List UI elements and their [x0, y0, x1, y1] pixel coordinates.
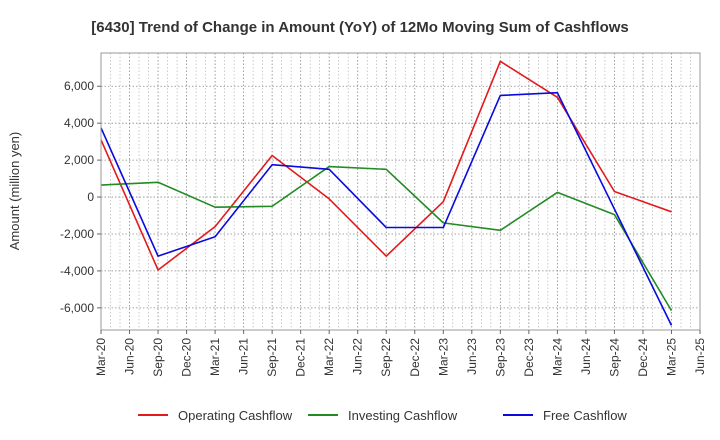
x-tick-label: Jun-21: [237, 338, 251, 375]
y-axis-ticks: -6,000 -4,000 -2,000 0 2,000 4,000 6,000: [60, 79, 101, 315]
y-tick-label: 2,000: [64, 153, 94, 167]
series-line-free-cashflow: [100, 91, 673, 326]
series-line-investing-cashflow: [100, 165, 673, 312]
x-axis-ticks: Mar-20 Jun-20 Sep-20 Dec-20 Mar-21 Jun-21 Sep-…: [94, 330, 707, 377]
x-tick-label: Dec-23: [522, 338, 536, 377]
y-tick-label: 0: [87, 190, 94, 204]
x-tick-label: Jun-23: [465, 338, 479, 375]
plot-area: [101, 53, 700, 330]
x-tick-label: Jun-20: [123, 338, 137, 375]
x-tick-label: Dec-22: [408, 338, 422, 377]
chart-title: [6430] Trend of Change in Amount (YoY) o…: [91, 19, 629, 36]
legend-label-operating-cashflow: Operating Cashflow: [178, 408, 293, 423]
x-tick-label: Dec-21: [294, 338, 308, 377]
x-tick-label: Dec-20: [180, 338, 194, 377]
y-tick-label: 4,000: [64, 116, 94, 130]
x-tick-label: Mar-20: [94, 338, 108, 376]
x-tick-label: Sep-21: [265, 338, 279, 377]
series-layer: [100, 60, 673, 326]
y-tick-label: -2,000: [60, 227, 94, 241]
x-tick-label: Jun-25: [693, 338, 707, 375]
x-tick-label: Mar-21: [208, 338, 222, 376]
x-tick-label: Sep-22: [379, 338, 393, 377]
x-tick-label: Mar-23: [436, 338, 450, 376]
series-line-operating-cashflow: [100, 60, 672, 271]
legend-label-investing-cashflow: Investing Cashflow: [348, 408, 458, 423]
y-axis-label: Amount (million yen): [7, 132, 22, 251]
x-tick-label: Mar-25: [664, 338, 678, 376]
x-tick-label: Mar-24: [550, 338, 564, 376]
x-tick-label: Mar-22: [322, 338, 336, 376]
x-tick-label: Dec-24: [636, 338, 650, 377]
grid-lines: [100, 53, 701, 330]
y-tick-label: 6,000: [64, 79, 94, 93]
legend: Operating Cashflow Investing Cashflow Free…: [138, 408, 627, 423]
x-tick-label: Jun-22: [351, 338, 365, 375]
x-tick-label: Jun-24: [579, 338, 593, 375]
legend-label-free-cashflow: Free Cashflow: [543, 408, 627, 423]
y-tick-label: -6,000: [60, 301, 94, 315]
y-tick-label: -4,000: [60, 264, 94, 278]
x-tick-label: Sep-20: [151, 338, 165, 377]
x-tick-label: Sep-23: [493, 338, 507, 377]
plot-frame: [100, 52, 701, 331]
x-tick-label: Sep-24: [607, 338, 621, 377]
